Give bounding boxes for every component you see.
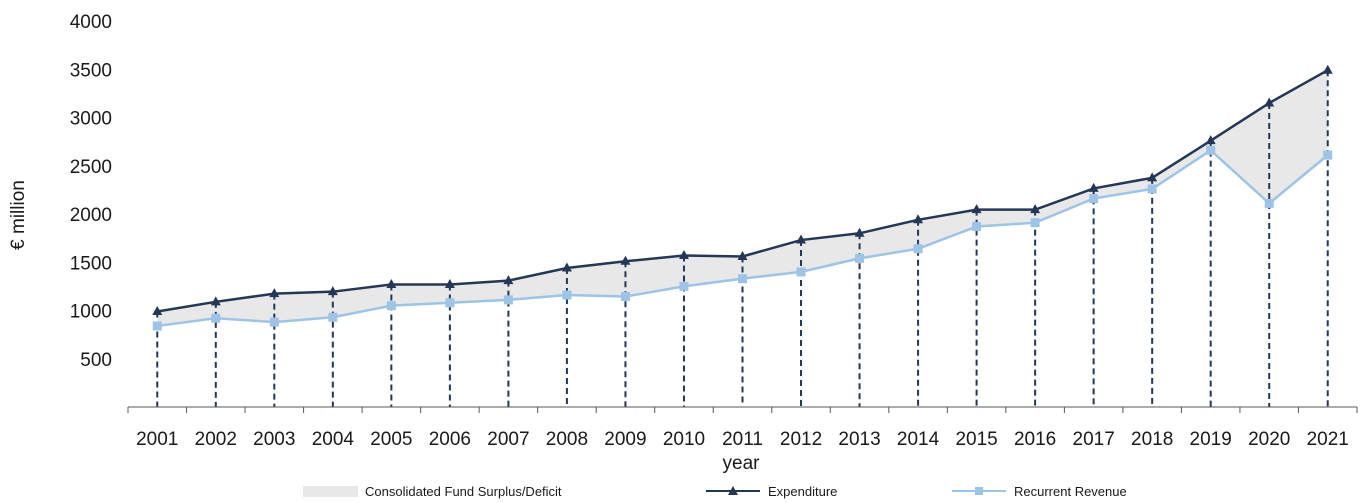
recurrent-revenue-point-2017 [1089, 194, 1099, 204]
y-tick-label-3000: 3000 [70, 109, 112, 130]
recurrent-revenue-point-2011 [738, 274, 747, 284]
expenditure-point-2009 [620, 255, 631, 265]
x-tick-label-2010: 2010 [663, 429, 705, 450]
recurrent-revenue-point-2015 [972, 222, 982, 232]
expenditure-point-2006 [444, 278, 455, 288]
recurrent-revenue-point-2007 [503, 295, 513, 305]
recurrent-revenue-point-2020 [1264, 198, 1274, 208]
y-tick-label-4000: 4000 [70, 12, 112, 33]
y-tick-label-1500: 1500 [70, 253, 112, 274]
x-tick-label-2004: 2004 [312, 429, 355, 450]
x-axis-title: year [723, 453, 761, 474]
legend-label-expenditure: Expenditure [768, 484, 837, 499]
expenditure-point-2004 [327, 286, 338, 296]
x-tick-label-2003: 2003 [253, 429, 295, 450]
recurrent-revenue-point-2019 [1206, 145, 1216, 155]
x-tick-label-2005: 2005 [370, 429, 412, 450]
recurrent-revenue-point-2013 [855, 253, 865, 263]
drop-lines-layer [156, 70, 1329, 407]
recurrent-revenue-point-2001 [152, 321, 162, 331]
expenditure-point-2015 [971, 204, 982, 214]
recurrent-revenue-point-2010 [679, 281, 689, 291]
expenditure-point-2013 [854, 227, 865, 237]
legend-label-revenue: Recurrent Revenue [1014, 484, 1127, 499]
x-tick-label-2008: 2008 [546, 429, 588, 450]
y-tick-label-2000: 2000 [70, 205, 112, 226]
expenditure-point-2005 [386, 278, 397, 288]
expenditure-point-2010 [678, 249, 689, 259]
x-tick-label-2009: 2009 [604, 429, 646, 450]
expenditure-point-2016 [1030, 204, 1041, 214]
recurrent-revenue-point-2005 [386, 301, 396, 311]
recurrent-revenue-point-2003 [269, 317, 279, 327]
expenditure-point-2012 [796, 234, 807, 244]
x-tick-label-2002: 2002 [195, 429, 237, 450]
expenditure-point-2020 [1264, 97, 1275, 107]
x-tick-label-2020: 2020 [1248, 429, 1290, 450]
expenditure-point-2002 [210, 296, 221, 306]
y-tick-label-500: 500 [80, 350, 112, 371]
recurrent-revenue-point-2002 [211, 313, 221, 323]
recurrent-revenue-point-2012 [796, 267, 806, 277]
x-tick-label-2018: 2018 [1131, 429, 1173, 450]
expenditure-point-2019 [1205, 135, 1216, 145]
axes-layer [127, 406, 1358, 413]
x-tick-label-2019: 2019 [1190, 429, 1232, 450]
expenditure-point-2007 [503, 275, 514, 285]
y-tick-label-1000: 1000 [70, 302, 112, 323]
x-tick-label-2014: 2014 [897, 429, 940, 450]
y-tick-labels: 500 1000 1500 2000 2500 3000 3500 4000 [70, 12, 112, 371]
y-tick-label-3500: 3500 [70, 60, 112, 81]
x-tick-label-2015: 2015 [955, 429, 997, 450]
x-tick-label-2001: 2001 [136, 429, 178, 450]
series-layer [152, 64, 1333, 331]
y-tick-label-2500: 2500 [70, 157, 112, 178]
legend-swatch-area [303, 486, 358, 497]
x-tick-label-2012: 2012 [780, 429, 822, 450]
x-tick-label-2006: 2006 [429, 429, 471, 450]
expenditure-point-2001 [152, 305, 163, 315]
y-axis-title: € million [8, 180, 29, 250]
expenditure-point-2021 [1322, 64, 1333, 74]
expenditure-point-2017 [1088, 182, 1099, 192]
legend-swatch-expenditure-marker [728, 486, 738, 495]
x-tick-label-2007: 2007 [487, 429, 529, 450]
legend: Consolidated Fund Surplus/Deficit Expend… [303, 484, 1127, 499]
x-tick-label-2016: 2016 [1014, 429, 1056, 450]
expenditure-point-2011 [737, 250, 748, 260]
recurrent-revenue-point-2018 [1147, 184, 1157, 194]
legend-label-area: Consolidated Fund Surplus/Deficit [365, 484, 562, 499]
expenditure-point-2008 [561, 262, 572, 272]
x-tick-label-2011: 2011 [722, 429, 763, 450]
recurrent-revenue-point-2009 [620, 292, 630, 302]
expenditure-point-2003 [269, 288, 280, 298]
legend-swatch-revenue-marker [975, 487, 983, 495]
x-tick-label-2013: 2013 [838, 429, 880, 450]
recurrent-revenue-point-2014 [913, 244, 923, 254]
recurrent-revenue-point-2021 [1323, 150, 1333, 160]
expenditure-point-2018 [1147, 172, 1158, 182]
x-tick-label-2017: 2017 [1073, 429, 1115, 450]
x-tick-label-2021: 2021 [1307, 429, 1349, 450]
recurrent-revenue-point-2006 [445, 298, 455, 308]
expenditure-point-2014 [913, 214, 924, 224]
recurrent-revenue-point-2016 [1030, 218, 1040, 228]
x-tick-labels: 2001 2002 2003 2004 2005 2006 2007 2008 2009 2010… [136, 429, 1349, 450]
recurrent-revenue-point-2008 [562, 290, 572, 300]
recurrent-revenue-point-2004 [328, 312, 338, 322]
